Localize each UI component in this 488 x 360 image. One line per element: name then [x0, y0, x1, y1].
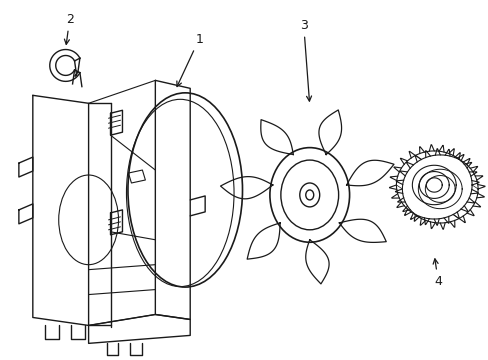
- Text: 4: 4: [432, 259, 441, 288]
- Text: 2: 2: [64, 13, 73, 44]
- Text: 3: 3: [299, 19, 311, 101]
- Text: 1: 1: [177, 32, 203, 86]
